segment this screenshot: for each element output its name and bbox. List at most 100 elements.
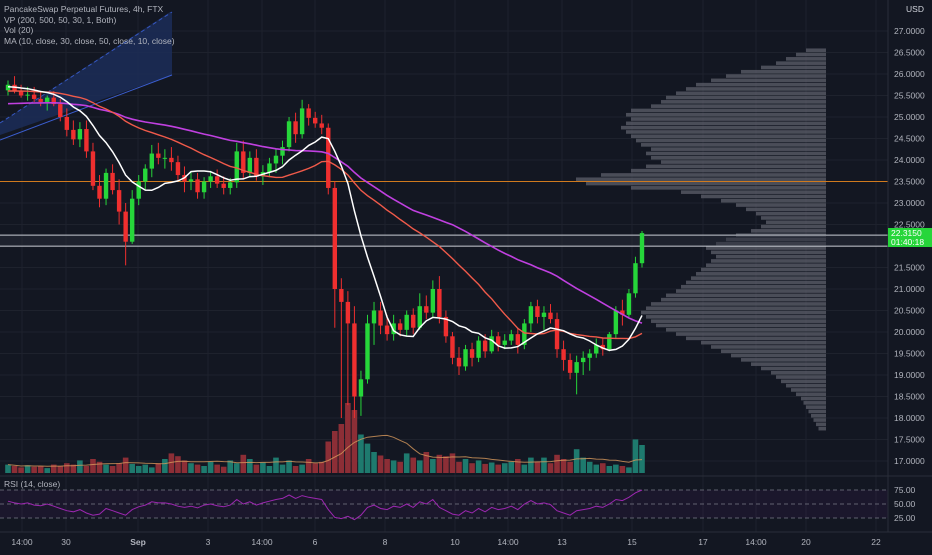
candle-body — [267, 163, 272, 173]
candle-body — [247, 157, 253, 173]
volume-bar — [475, 460, 482, 473]
volume-bar — [528, 457, 534, 473]
volume-profile-row — [761, 216, 826, 220]
volume-bar — [430, 459, 436, 473]
currency-selector[interactable]: USD — [904, 4, 926, 14]
volume-profile-row — [776, 61, 826, 65]
volume-profile — [576, 48, 826, 431]
volume-profile-row — [761, 224, 826, 229]
volume-bar — [469, 463, 475, 473]
volume-profile-row — [803, 401, 826, 405]
volume-profile-row — [741, 358, 826, 362]
volume-profile-row — [666, 327, 826, 332]
volume-bar — [214, 464, 220, 473]
volume-bar — [50, 464, 57, 473]
candle-body — [476, 340, 481, 358]
volume-bar — [554, 454, 560, 473]
volume-bar — [312, 463, 318, 473]
volume-bar — [122, 457, 129, 473]
candle-body — [169, 157, 174, 163]
price-tick-label: 19.0000 — [894, 370, 925, 380]
volume-bar — [488, 462, 495, 473]
candle-body — [234, 151, 239, 183]
rsi-legend[interactable]: RSI (14, close) — [4, 479, 61, 489]
time-axis[interactable]: 14:00 30 Sep 3 14:00 6 8 10 14:00 13 15 17 14:00 20 22 — [0, 531, 932, 547]
volume-profile-row — [721, 198, 826, 203]
candle-body — [509, 334, 514, 341]
price-tick-label: 20.0000 — [894, 327, 925, 337]
candle-body — [561, 349, 566, 360]
volume-profile-row — [651, 155, 826, 160]
candle-body — [391, 323, 396, 335]
time-tick-label: 15 — [627, 537, 637, 547]
candle-body — [371, 310, 377, 324]
volume-bar — [175, 456, 181, 473]
volume-profile-row — [813, 418, 826, 422]
volume-profile-row — [661, 160, 826, 164]
time-tick-label: 17 — [698, 537, 708, 547]
volume-bar — [534, 461, 541, 473]
volume-bar — [521, 464, 528, 473]
candle-body — [5, 84, 11, 91]
candle-body — [430, 289, 436, 313]
volume-profile-row — [808, 409, 826, 414]
vol-legend[interactable]: Vol (20) — [4, 25, 34, 35]
price-tick-label: 21.5000 — [894, 263, 925, 273]
candle-body — [136, 181, 141, 199]
volume-profile-row — [806, 405, 826, 409]
volume-bar — [11, 466, 18, 473]
price-tick-label: 24.0000 — [894, 155, 925, 165]
volume-profile-row — [711, 259, 826, 263]
price-axis[interactable]: 27.0000 26.5000 26.0000 25.5000 25.0000 24.50… — [887, 0, 925, 532]
volume-profile-row — [701, 194, 826, 199]
volume-profile-row — [676, 332, 826, 336]
candle-body — [639, 233, 645, 264]
volume-bar — [606, 466, 613, 473]
support-zone — [0, 235, 888, 246]
candle-body — [221, 183, 226, 188]
bar-countdown: 01:40:18 — [891, 237, 924, 247]
candle-body — [554, 319, 560, 350]
candle-body — [306, 108, 311, 118]
time-tick-label: 14:00 — [745, 537, 767, 547]
volume-bar — [292, 466, 299, 473]
vp-legend[interactable]: VP (200, 500, 50, 30, 1, Both) — [4, 14, 117, 25]
candle-body — [548, 312, 553, 320]
volume-profile-row — [786, 383, 826, 388]
candle-body — [90, 151, 96, 186]
horizontal-levels[interactable] — [0, 181, 888, 247]
candle-body — [352, 323, 357, 397]
volume-bar — [384, 459, 390, 473]
candle-body — [411, 314, 416, 328]
volume-bar — [148, 467, 155, 473]
volume-profile-row — [631, 168, 826, 173]
candle-body — [574, 362, 579, 373]
candle-body — [280, 147, 285, 156]
volume-profile-row — [756, 211, 826, 216]
candle-body — [129, 198, 135, 242]
candle-body — [620, 310, 625, 315]
volume-profile-row — [686, 336, 826, 341]
candle-body — [626, 293, 632, 315]
volume-bar — [286, 460, 292, 473]
candle-body — [580, 357, 586, 363]
volume-profile-row — [586, 181, 826, 186]
candle-body — [450, 336, 455, 358]
volume-bar — [194, 464, 201, 473]
volume-profile-row — [651, 319, 826, 323]
candle-body — [241, 151, 246, 173]
volume-profile-row — [676, 289, 826, 293]
ma-legend[interactable]: MA (10, close, 30, close, 50, close, 10,… — [4, 35, 175, 46]
candle-body — [326, 127, 331, 188]
volume-bar — [541, 457, 547, 473]
volume-bar — [560, 459, 567, 473]
volume-bar — [299, 464, 305, 473]
volume-bar — [495, 464, 502, 473]
volume-bar — [240, 454, 247, 473]
candle-body — [156, 153, 161, 158]
time-tick-label: 14:00 — [497, 537, 519, 547]
symbol-title[interactable]: PancakeSwap Perpetual Futures, 4h, FTX — [4, 4, 164, 14]
volume-bar — [227, 460, 234, 473]
